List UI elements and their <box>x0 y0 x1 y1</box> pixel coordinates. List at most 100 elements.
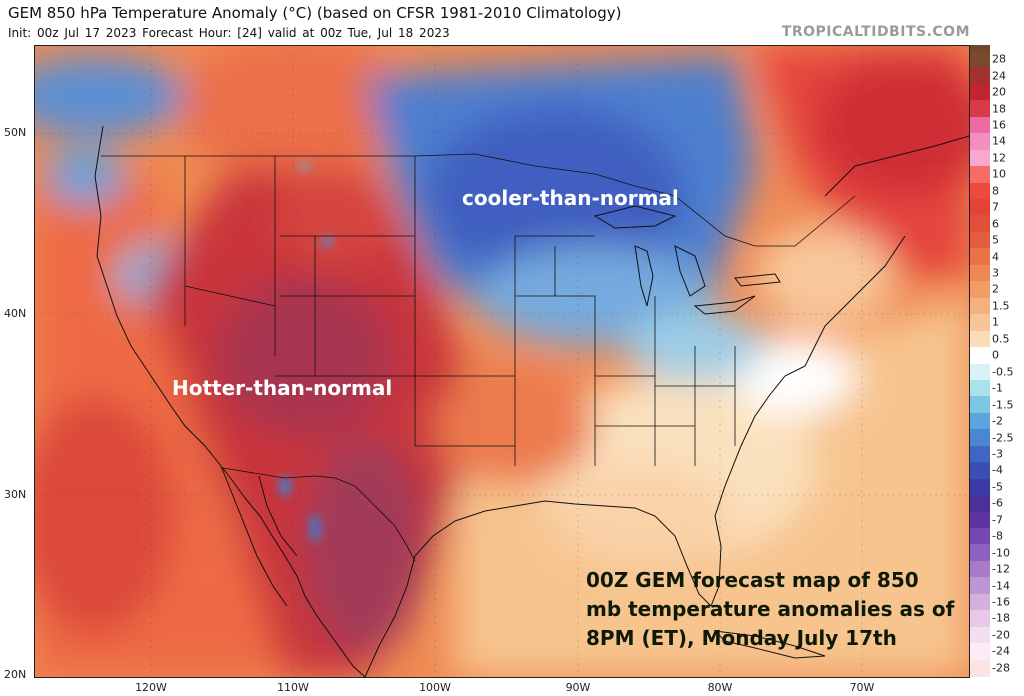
colorbar-label: 2 <box>992 282 999 296</box>
colorbar-swatch <box>970 347 990 365</box>
colorbar-label: -7 <box>992 513 1003 527</box>
colorbar-swatch <box>970 610 990 628</box>
colorbar-label: 5 <box>992 233 999 247</box>
colorbar-label: 18 <box>992 102 1006 116</box>
colorbar-label: -1.5 <box>992 398 1014 412</box>
lon-label-90w: 90W <box>565 681 591 694</box>
colorbar-swatch <box>970 248 990 266</box>
colorbar-label: 8 <box>992 184 999 198</box>
colorbar-swatch <box>970 330 990 348</box>
colorbar-swatch <box>970 149 990 167</box>
colorbar-label: -1 <box>992 381 1003 395</box>
lon-label-110w: 110W <box>277 681 309 694</box>
colorbar-label: -14 <box>992 579 1010 593</box>
colorbar-label: 1.5 <box>992 299 1010 313</box>
colorbar-label: -16 <box>992 595 1010 609</box>
forecast-caption-line: mb temperature anomalies as of <box>586 597 955 621</box>
colorbar-swatch <box>970 593 990 611</box>
colorbar-label: 1 <box>992 315 999 329</box>
map-canvas <box>35 46 969 677</box>
colorbar-swatch <box>970 199 990 217</box>
borders <box>101 153 856 562</box>
colorbar-swatch <box>970 297 990 315</box>
colorbar-swatch <box>970 83 990 101</box>
colorbar-label: -3 <box>992 447 1003 461</box>
colorbar-swatch <box>970 462 990 480</box>
colorbar-swatch <box>970 527 990 545</box>
colorbar-swatch <box>970 396 990 414</box>
colorbar-label: -20 <box>992 628 1010 642</box>
colorbar-swatch <box>970 429 990 447</box>
lat-label-40n: 40N <box>4 307 27 320</box>
colorbar-label: -18 <box>992 611 1010 625</box>
colorbar-swatch <box>970 231 990 249</box>
colorbar-swatch <box>970 182 990 200</box>
colorbar-label: -5 <box>992 480 1003 494</box>
lon-label-120w: 120W <box>135 681 167 694</box>
brand-watermark: TROPICALTIDBITS.COM <box>781 24 970 40</box>
colorbar-swatch <box>970 67 990 85</box>
colorbar-swatch <box>970 643 990 661</box>
colorbar-swatch <box>970 51 990 68</box>
colorbar-label: 6 <box>992 217 999 231</box>
colorbar-label: -4 <box>992 463 1003 477</box>
annotation-hotter-than-normal: Hotter-than-normal <box>172 376 393 400</box>
colorbar-swatch <box>970 626 990 644</box>
colorbar-swatch <box>970 544 990 562</box>
cool-pockets <box>279 162 333 542</box>
temperature-anomaly-map <box>34 45 970 678</box>
colorbar-label: 16 <box>992 118 1006 132</box>
lat-label-50n: 50N <box>4 126 27 139</box>
colorbar-label: 4 <box>992 250 999 264</box>
colorbar-label: 24 <box>992 69 1006 83</box>
lat-label-20n: 20N <box>4 668 27 681</box>
colorbar-label: -0.5 <box>992 365 1014 379</box>
lon-label-80w: 80W <box>707 681 733 694</box>
colorbar-swatch <box>970 379 990 397</box>
colorbar-swatch <box>970 281 990 299</box>
lon-label-100w: 100W <box>419 681 451 694</box>
colorbar-label: 28 <box>992 52 1006 66</box>
colorbar-cap <box>970 45 990 51</box>
colorbar-swatch <box>970 100 990 118</box>
colorbar-swatch <box>970 215 990 233</box>
colorbar-swatch <box>970 560 990 578</box>
colorbar-swatch <box>970 659 990 677</box>
colorbar-label: -28 <box>992 661 1010 675</box>
colorbar-swatch <box>970 495 990 513</box>
forecast-caption-line: 00Z GEM forecast map of 850 <box>586 568 919 592</box>
colorbar-label: 20 <box>992 85 1006 99</box>
lat-label-30n: 30N <box>4 488 27 501</box>
colorbar-label: 12 <box>992 151 1006 165</box>
colorbar-swatch <box>970 363 990 381</box>
colorbar-swatch <box>970 511 990 529</box>
colorbar-swatch <box>970 577 990 595</box>
forecast-caption: 00Z GEM forecast map of 850 mb temperatu… <box>586 566 954 653</box>
colorbar-swatch <box>970 445 990 463</box>
colorbar-swatch <box>970 166 990 184</box>
colorbar-label: 14 <box>992 134 1006 148</box>
colorbar-label: 10 <box>992 167 1006 181</box>
colorbar-label: -24 <box>992 644 1010 658</box>
colorbar-legend: 28 24 20 18 16 14 12 10 8 7 6 5 4 3 2 1.5 1 0.5 0 -0.5 -1 -1.… <box>968 45 1020 677</box>
colorbar-label: 0 <box>992 348 999 362</box>
colorbar-swatch <box>970 412 990 430</box>
colorbar-label: 0.5 <box>992 332 1010 346</box>
lon-label-70w: 70W <box>849 681 875 694</box>
colorbar-label: -2.5 <box>992 431 1014 444</box>
colorbar-label: -2 <box>992 414 1003 428</box>
colorbar-label: -10 <box>992 546 1010 560</box>
colorbar-label: -6 <box>992 496 1003 510</box>
colorbar-label: -8 <box>992 529 1003 543</box>
forecast-caption-line: 8PM (ET), Monday July 17th <box>586 626 897 650</box>
colorbar-label: 7 <box>992 200 999 214</box>
map-title: GEM 850 hPa Temperature Anomaly (°C) (ba… <box>8 4 622 22</box>
annotation-cooler-than-normal: cooler-than-normal <box>462 186 679 210</box>
colorbar-swatch <box>970 116 990 134</box>
colorbar-label: -12 <box>992 562 1010 576</box>
colorbar-label: 3 <box>992 266 999 280</box>
colorbar-swatch <box>970 133 990 151</box>
map-subtitle: Init: 00z Jul 17 2023 Forecast Hour: [24… <box>8 26 450 40</box>
coastlines <box>94 125 969 677</box>
colorbar-swatch <box>970 478 990 496</box>
